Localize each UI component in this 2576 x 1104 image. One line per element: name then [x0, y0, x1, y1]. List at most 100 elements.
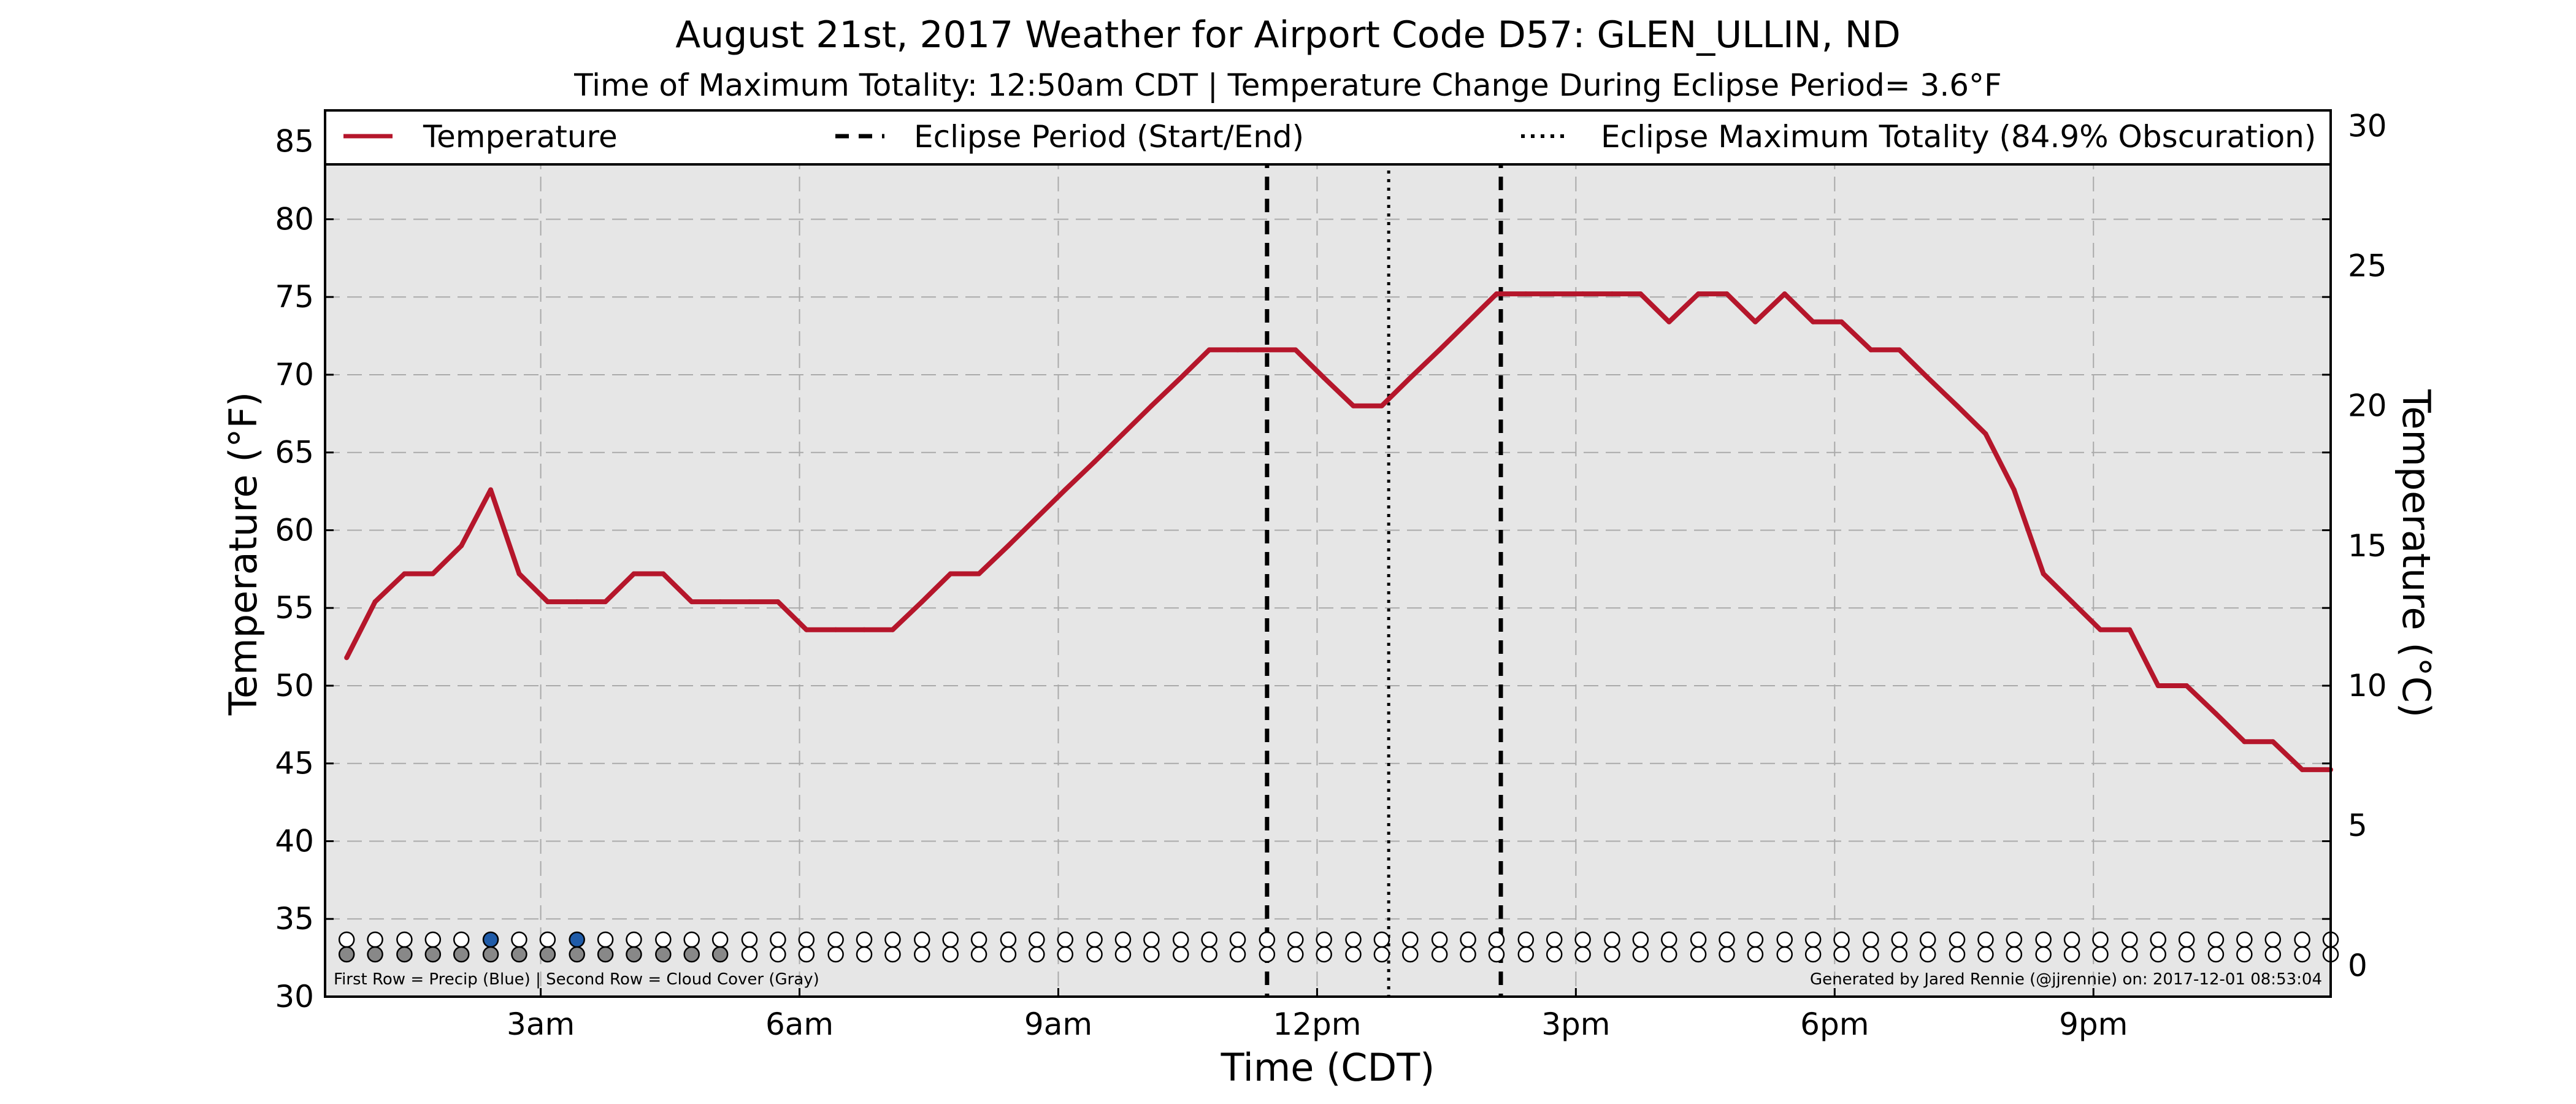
cloud-cover-dot [2035, 946, 2052, 963]
precip-dot [2063, 931, 2080, 948]
precip-dot [2122, 931, 2138, 948]
cloud-cover-dot [1287, 946, 1304, 963]
x-tick-label: 12pm [1273, 1006, 1361, 1042]
legend-box [324, 109, 2332, 166]
cloud-cover-dot [2178, 946, 2195, 963]
precip-dot [2236, 931, 2253, 948]
precip-dot [1373, 931, 1390, 948]
legend-max-totality-label: Eclipse Maximum Totality (84.9% Obscurat… [1601, 119, 2316, 155]
legend-temperature-label: Temperature [423, 119, 618, 155]
precip-dot [569, 931, 585, 948]
temperature-series-line [344, 291, 2331, 772]
cloud-cover-dot [1259, 946, 1276, 963]
cloud-cover-dot [1690, 946, 1707, 963]
y-tick-label: 75 [275, 279, 314, 315]
cloud-cover-dot [683, 946, 700, 963]
cloud-cover-dot [2264, 946, 2282, 963]
cloud-cover-dot [2006, 946, 2023, 963]
precip-dot [1604, 931, 1620, 948]
precip-dot [1776, 931, 1793, 948]
cloud-cover-dot [914, 946, 930, 963]
precip-dot [1086, 931, 1103, 948]
cloud-cover-dot [2294, 946, 2310, 963]
x-tick-label: 9pm [2059, 1006, 2128, 1042]
y-tick-label: 80 [275, 201, 314, 237]
precip-dot [856, 931, 873, 948]
precip-dot [1201, 931, 1217, 948]
precip-dot [539, 931, 556, 948]
footnote-right: Generated by Jared Rennie (@jjrennie) on… [1810, 970, 2322, 989]
y2-tick-label: 20 [2348, 388, 2387, 424]
precip-dot [1316, 931, 1332, 948]
precip-dot [626, 931, 642, 948]
precip-dot [970, 931, 987, 948]
y2-tick-label: 0 [2348, 948, 2367, 983]
cloud-cover-dot [2122, 946, 2138, 963]
precip-dot [827, 931, 844, 948]
precip-dot [1574, 931, 1591, 948]
precip-dot [1143, 931, 1160, 948]
cloud-cover-dot [453, 946, 470, 963]
legend: Temperature Eclipse Period (Start/End) E… [324, 109, 2332, 166]
axes: 30 35 40 45 50 55 60 65 70 75 80 85 0 5 10 15 20 25 30 3am 6… [275, 108, 2386, 1042]
precip-dot [1229, 931, 1246, 948]
cloud-cover-dot [741, 946, 758, 963]
precip-dot [1632, 931, 1649, 948]
cloud-cover-dot [1747, 946, 1764, 963]
precip-dot [683, 931, 700, 948]
cloud-cover-dot [1863, 946, 1879, 963]
eclipse-lines [1265, 110, 1503, 997]
cloud-cover-dot [1201, 946, 1217, 963]
cloud-cover-dot [970, 946, 987, 963]
y-tick-label: 55 [275, 590, 314, 626]
cloud-cover-dot [1488, 946, 1505, 963]
cloud-cover-dot [539, 946, 556, 963]
cloud-cover-dot [1891, 946, 1908, 963]
cloud-cover-dot [2207, 946, 2225, 963]
cloud-cover-dot [626, 946, 642, 963]
cloud-cover-dot [1776, 946, 1793, 963]
cloud-cover-dot [1949, 946, 1966, 963]
cloud-cover-dot [942, 946, 959, 963]
cloud-cover-dot [1833, 946, 1850, 963]
cloud-cover-dot [1719, 946, 1735, 963]
precip-dot [1402, 931, 1419, 948]
y-tick-label: 70 [275, 357, 314, 393]
precip-dot [884, 931, 901, 948]
precip-dot [1546, 931, 1563, 948]
cloud-cover-dot [367, 946, 383, 963]
precip-dot [453, 931, 470, 948]
precip-dot [1431, 931, 1448, 948]
cloud-cover-dot [827, 946, 844, 963]
precip-dot [655, 931, 672, 948]
x-tick-label: 6am [765, 1006, 834, 1042]
cloud-cover-dot [1057, 946, 1073, 963]
cloud-cover-dot [770, 946, 786, 963]
cloud-cover-dot [856, 946, 873, 963]
precip-dot [1114, 931, 1132, 948]
cloud-cover-dot [1919, 946, 1936, 963]
y2-tick-label: 15 [2348, 528, 2387, 564]
cloud-cover-dot [482, 946, 499, 963]
cloud-cover-dot [1373, 946, 1390, 963]
precip-dot [914, 931, 930, 948]
precip-dot [1259, 931, 1276, 948]
precip-dot [1919, 931, 1936, 948]
footnote-left: First Row = Precip (Blue) | Second Row =… [334, 970, 819, 989]
precip-dot [424, 931, 442, 948]
chart-title: August 21st, 2017 Weather for Airport Co… [675, 13, 1901, 56]
cloud-cover-dot [884, 946, 901, 963]
cloud-cover-dot [1029, 946, 1045, 963]
x-tick-label: 9am [1024, 1006, 1092, 1042]
cloud-cover-dot [1114, 946, 1132, 963]
plot-area [325, 110, 2331, 997]
x-tick-label: 6pm [1800, 1006, 1869, 1042]
precip-dot [1345, 931, 1362, 948]
cloud-cover-dot [1977, 946, 1994, 963]
precip-dot [396, 931, 413, 948]
cloud-cover-dot [1460, 946, 1476, 963]
y2-tick-label: 30 [2348, 108, 2387, 144]
y2-tick-label: 10 [2348, 668, 2387, 703]
cloud-cover-dot [1804, 946, 1822, 963]
